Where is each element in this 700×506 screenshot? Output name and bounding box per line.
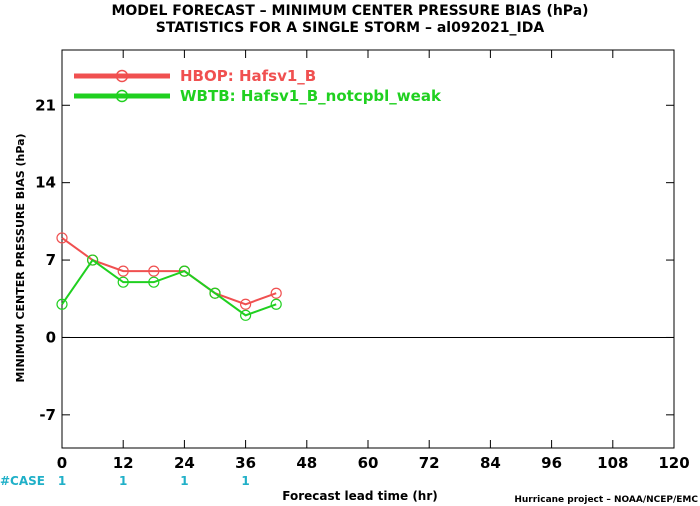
series-line-2 (61, 258, 277, 317)
case-count: 1 (180, 474, 188, 488)
legend: HBOP: Hafsv1_B WBTB: Hafsv1_B_notcpbl_wea… (74, 67, 442, 105)
x-tick-label: 48 (296, 454, 317, 472)
series-1-point (148, 265, 160, 277)
case-counts: 1 1 1 1 (58, 474, 250, 488)
series-2-point (117, 276, 129, 288)
y-axis-ticks: -7 0 7 14 21 (35, 96, 674, 424)
series-2-point (270, 298, 282, 310)
x-axis-label: Forecast lead time (hr) (282, 489, 438, 503)
series-2-point (240, 309, 252, 321)
x-tick-label: 12 (113, 454, 134, 472)
case-count: 1 (58, 474, 66, 488)
x-tick-label: 120 (658, 454, 689, 472)
x-tick-label: 96 (541, 454, 562, 472)
series-line-1 (61, 237, 277, 306)
y-axis-label: MINIMUM CENTER PRESSURE BIAS (hPa) (14, 133, 27, 382)
y-tick-label: -7 (39, 406, 56, 424)
credit-text: Hurricane project – NOAA/NCEP/EMC (514, 495, 698, 505)
x-tick-label: 0 (57, 454, 67, 472)
series-1-point (56, 232, 68, 244)
series-1-point (270, 287, 282, 299)
x-axis-ticks: 0 12 24 36 48 60 72 84 96 108 120 (57, 50, 690, 472)
y-tick-label: 14 (35, 174, 56, 192)
series-2-point (56, 298, 68, 310)
case-count: 1 (241, 474, 249, 488)
series-1-point (240, 298, 252, 310)
series-layer (56, 232, 282, 321)
series-2-point (86, 254, 99, 266)
y-tick-label: 7 (46, 251, 56, 269)
x-tick-label: 108 (597, 454, 628, 472)
case-count: 1 (119, 474, 127, 488)
y-tick-label: 0 (46, 328, 56, 346)
x-tick-label: 60 (358, 454, 379, 472)
legend-swatch-marker (115, 89, 129, 103)
x-tick-label: 72 (419, 454, 440, 472)
x-tick-label: 36 (235, 454, 256, 472)
chart-title: MODEL FORECAST – MINIMUM CENTER PRESSURE… (111, 3, 588, 19)
legend-label: HBOP: Hafsv1_B (180, 67, 316, 85)
legend-swatch-marker (115, 69, 129, 83)
legend-label: WBTB: Hafsv1_B_notcpbl_weak (180, 87, 442, 105)
chart-subtitle: STATISTICS FOR A SINGLE STORM – al092021… (156, 20, 545, 36)
series-2-point (209, 287, 221, 299)
y-tick-label: 21 (35, 96, 56, 114)
x-tick-label: 24 (174, 454, 195, 472)
series-2-point (148, 276, 160, 288)
x-tick-label: 84 (480, 454, 501, 472)
series-1-point (117, 265, 129, 277)
series-2-point (178, 265, 190, 277)
plot-frame (61, 49, 675, 449)
case-label: #CASE (0, 474, 45, 488)
